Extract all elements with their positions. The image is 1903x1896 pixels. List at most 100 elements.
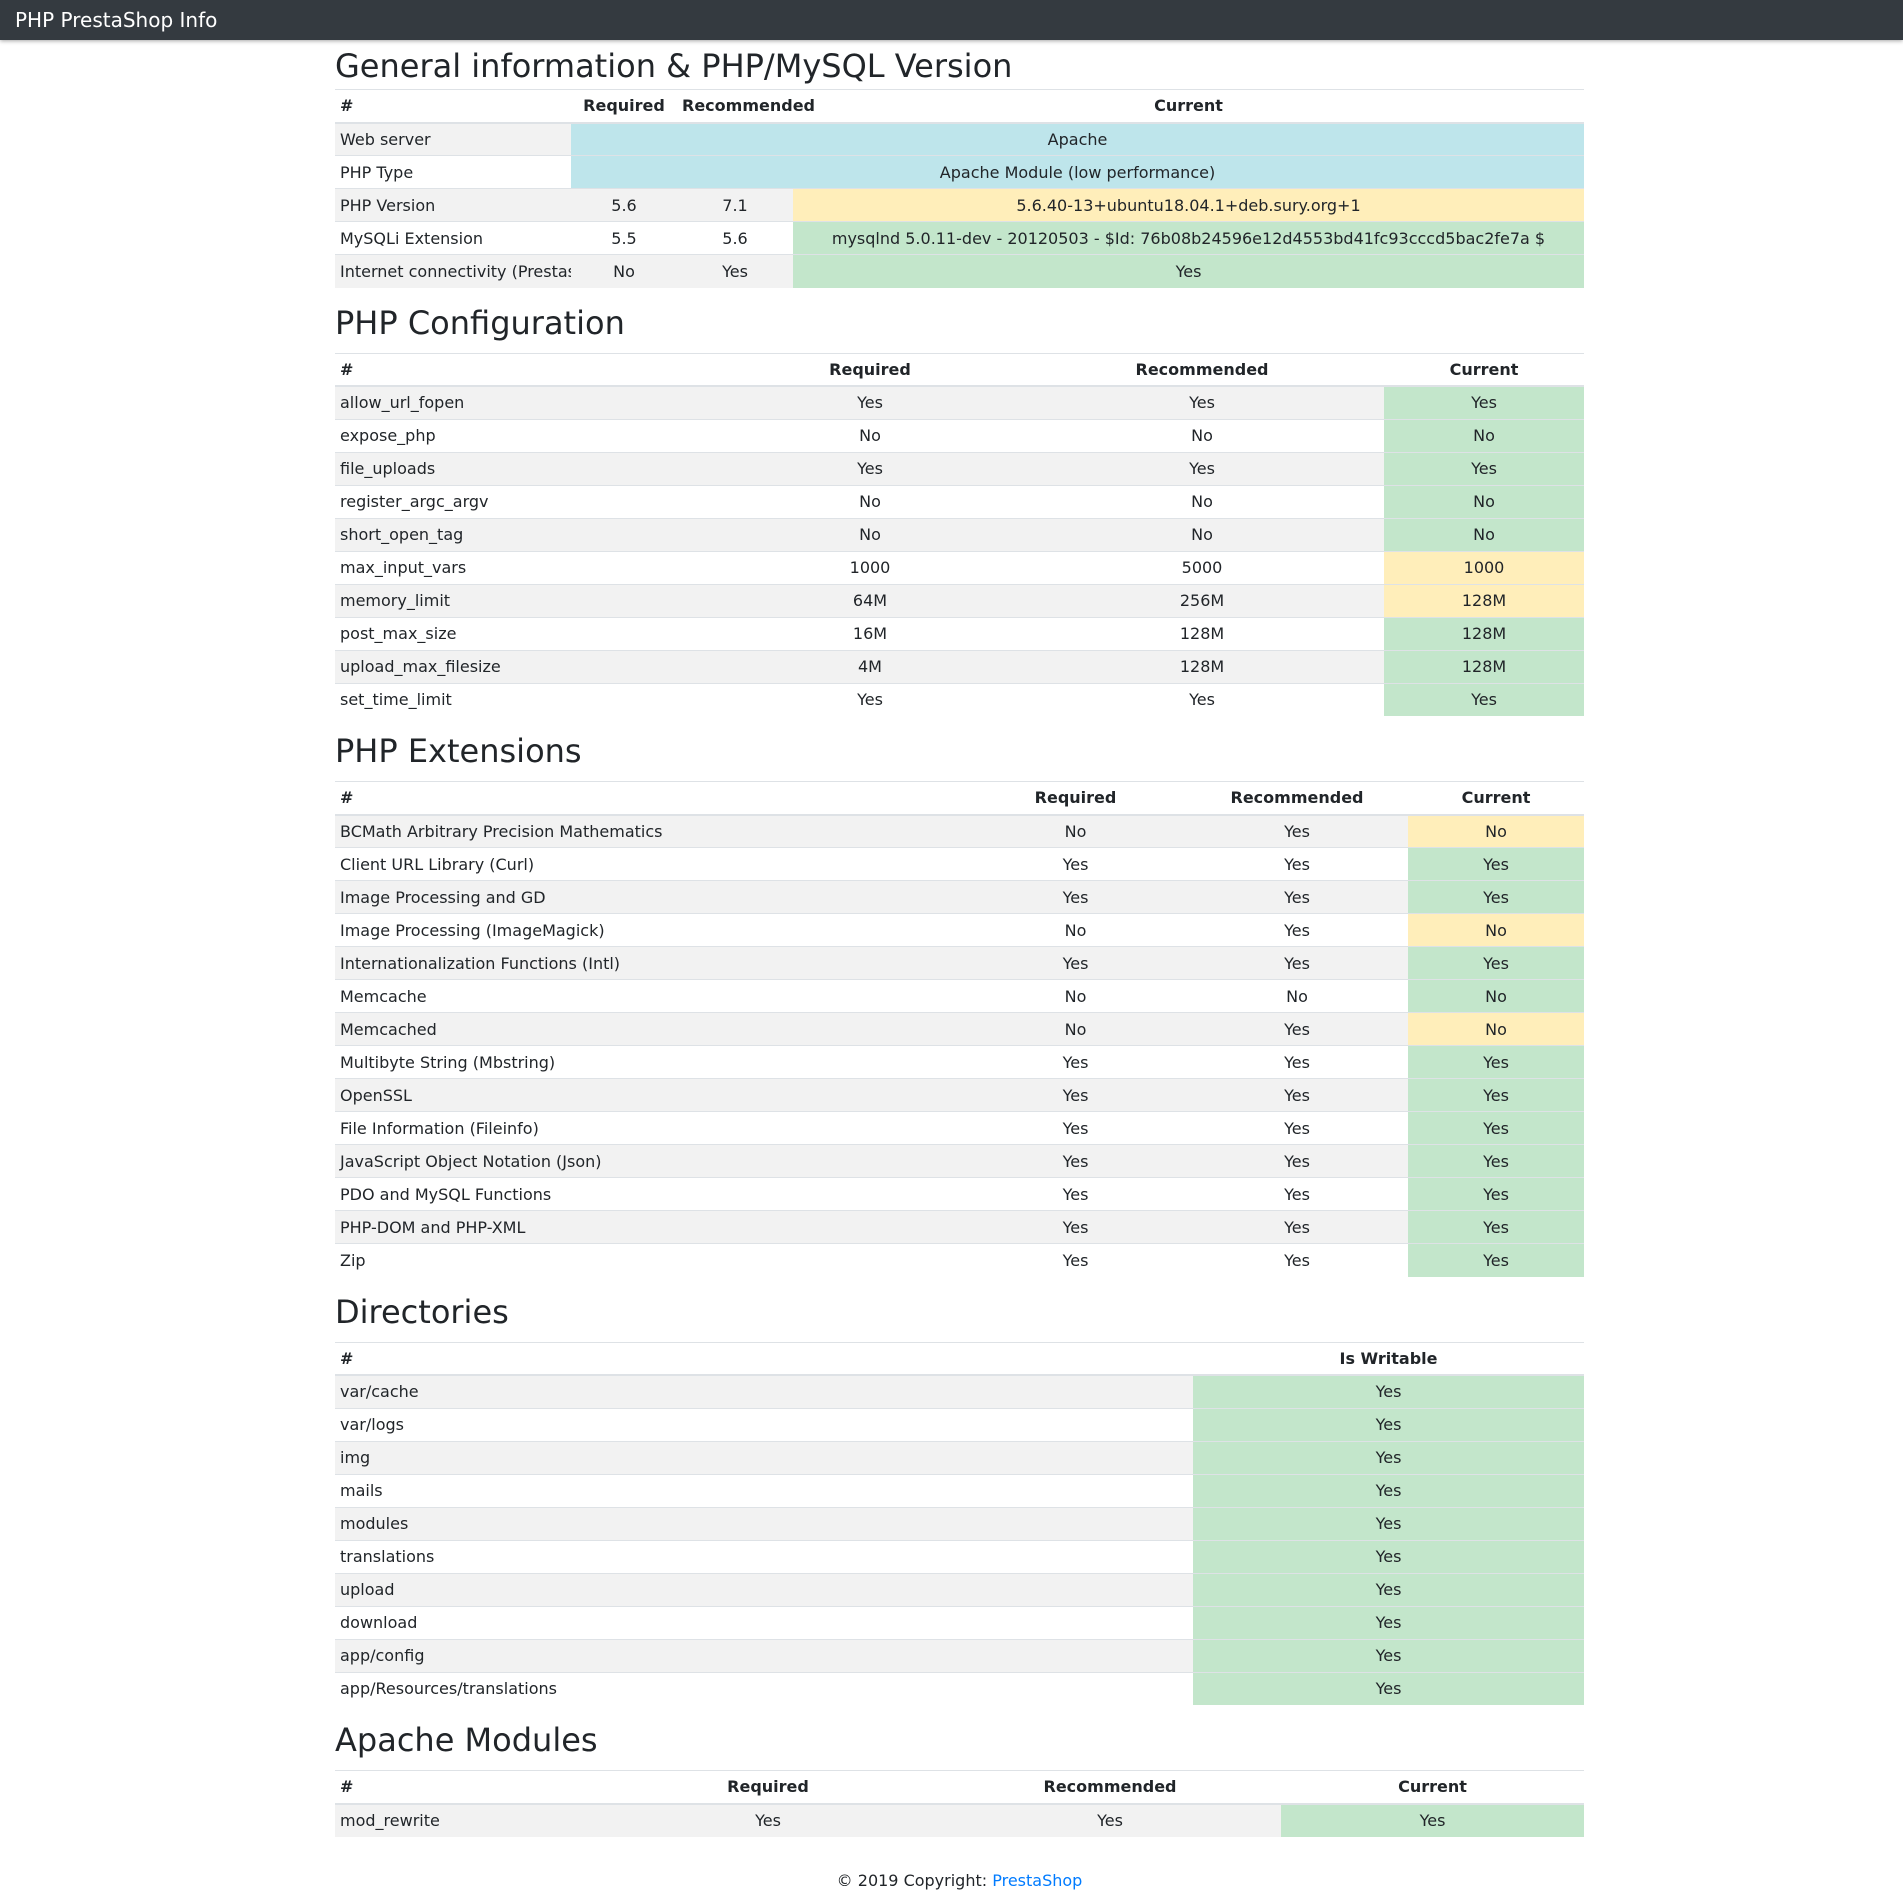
directories-title: Directories — [335, 1292, 509, 1331]
required-value: Yes — [965, 1078, 1186, 1112]
recommended-value: Yes — [1020, 385, 1384, 419]
row-label: Internet connectivity (Prestashop) — [335, 254, 571, 288]
row-label: Image Processing (ImageMagick) — [335, 913, 965, 947]
is-writable-value: Yes — [1193, 1572, 1584, 1606]
required-value: Yes — [720, 385, 1020, 419]
table-row: Memcached No Yes No — [335, 1012, 1584, 1046]
apache-modules-title: Apache Modules — [335, 1721, 598, 1759]
col-header-current: Current — [1281, 1770, 1584, 1805]
required-value: No — [965, 979, 1186, 1013]
row-label: Internationalization Functions (Intl) — [335, 946, 965, 980]
table-row: JavaScript Object Notation (Json) Yes Yes Y… — [335, 1144, 1584, 1178]
is-writable-value: Yes — [1193, 1407, 1584, 1441]
current-value: Yes — [1384, 385, 1584, 419]
directories-table: # Is Writable var/cache Yes var/logs Yes img… — [335, 1341, 1584, 1705]
recommended-value: Yes — [1186, 1243, 1408, 1277]
required-value: 5.5 — [571, 221, 677, 255]
table-row: Internet connectivity (Prestashop) No Ye… — [335, 254, 1584, 288]
table-row: upload Yes — [335, 1572, 1584, 1606]
row-label: var/cache — [335, 1374, 1193, 1408]
current-value: Yes — [1408, 1045, 1584, 1079]
recommended-value: 5.6 — [677, 221, 793, 255]
recommended-value: Yes — [1186, 1045, 1408, 1079]
col-header-hash: # — [335, 352, 720, 387]
table-row: post_max_size 16M 128M 128M — [335, 616, 1584, 650]
row-label: PHP Type — [335, 155, 571, 189]
required-value: Yes — [965, 1243, 1186, 1277]
required-value: Yes — [597, 1803, 939, 1837]
recommended-value: No — [1186, 979, 1408, 1013]
required-value: Yes — [965, 1045, 1186, 1079]
row-label: register_argc_argv — [335, 484, 720, 518]
required-value: 16M — [720, 616, 1020, 650]
php-extensions-table: # Required Recommended Current BCMath Ar… — [335, 781, 1584, 1277]
row-label: upload_max_filesize — [335, 649, 720, 683]
table-row: PHP-DOM and PHP-XML Yes Yes Yes — [335, 1210, 1584, 1244]
required-value: Yes — [965, 880, 1186, 914]
row-label: PHP Version — [335, 188, 571, 222]
general-info-table: # Required Recommended Current Web serve… — [335, 89, 1584, 288]
required-value: Yes — [965, 1111, 1186, 1145]
current-value: No — [1384, 418, 1584, 452]
recommended-value: Yes — [939, 1803, 1281, 1837]
row-label: Zip — [335, 1243, 965, 1277]
current-value: mysqlnd 5.0.11-dev - 20120503 - $Id: 76b… — [793, 221, 1584, 255]
recommended-value: No — [1020, 418, 1384, 452]
is-writable-value: Yes — [1193, 1638, 1584, 1672]
required-value: No — [720, 484, 1020, 518]
row-label: expose_php — [335, 418, 720, 452]
table-row: Client URL Library (Curl) Yes Yes Yes — [335, 847, 1584, 881]
recommended-value: No — [1020, 517, 1384, 551]
current-value: Yes — [1408, 1111, 1584, 1145]
recommended-value: 128M — [1020, 616, 1384, 650]
recommended-value: Yes — [677, 254, 793, 288]
row-label: PDO and MySQL Functions — [335, 1177, 965, 1211]
col-header-hash: # — [335, 781, 965, 816]
table-row: PHP Type Apache Module (low performance) — [335, 155, 1584, 189]
row-label: allow_url_fopen — [335, 385, 720, 419]
row-label: MySQLi Extension — [335, 221, 571, 255]
table-row: app/config Yes — [335, 1638, 1584, 1672]
table-row: mails Yes — [335, 1473, 1584, 1507]
current-value: 128M — [1384, 616, 1584, 650]
current-value: Yes — [1408, 1078, 1584, 1112]
current-value: 1000 — [1384, 550, 1584, 584]
table-row: img Yes — [335, 1440, 1584, 1474]
recommended-value: 128M — [1020, 649, 1384, 683]
required-value: Yes — [965, 1144, 1186, 1178]
current-value: 128M — [1384, 649, 1584, 683]
required-value: No — [965, 1012, 1186, 1046]
col-header-required: Required — [571, 89, 677, 124]
table-row: modules Yes — [335, 1506, 1584, 1540]
current-value: Yes — [1408, 946, 1584, 980]
row-label: Memcache — [335, 979, 965, 1013]
required-value: Yes — [965, 946, 1186, 980]
row-label: BCMath Arbitrary Precision Mathematics — [335, 814, 965, 848]
is-writable-value: Yes — [1193, 1440, 1584, 1474]
table-row: Multibyte String (Mbstring) Yes Yes Yes — [335, 1045, 1584, 1079]
recommended-value: Yes — [1186, 1078, 1408, 1112]
col-header-required: Required — [965, 781, 1186, 816]
required-value: No — [720, 517, 1020, 551]
table-row: File Information (Fileinfo) Yes Yes Yes — [335, 1111, 1584, 1145]
current-value: No — [1384, 517, 1584, 551]
row-label: upload — [335, 1572, 1193, 1606]
row-label: translations — [335, 1539, 1193, 1573]
recommended-value: Yes — [1186, 946, 1408, 980]
required-value: Yes — [965, 1210, 1186, 1244]
current-value: Yes — [793, 254, 1584, 288]
table-row: Zip Yes Yes Yes — [335, 1243, 1584, 1277]
table-row: download Yes — [335, 1605, 1584, 1639]
current-value: Yes — [1408, 847, 1584, 881]
row-label: set_time_limit — [335, 682, 720, 716]
recommended-value: Yes — [1186, 913, 1408, 947]
app-title[interactable]: PHP PrestaShop Info — [15, 8, 218, 32]
row-label: file_uploads — [335, 451, 720, 485]
current-value: No — [1408, 913, 1584, 947]
prestashop-link[interactable]: PrestaShop — [992, 1870, 1083, 1890]
recommended-value: 7.1 — [677, 188, 793, 222]
table-row: Image Processing (ImageMagick) No Yes No — [335, 913, 1584, 947]
current-value: No — [1384, 484, 1584, 518]
required-value: Yes — [965, 847, 1186, 881]
row-label: PHP-DOM and PHP-XML — [335, 1210, 965, 1244]
